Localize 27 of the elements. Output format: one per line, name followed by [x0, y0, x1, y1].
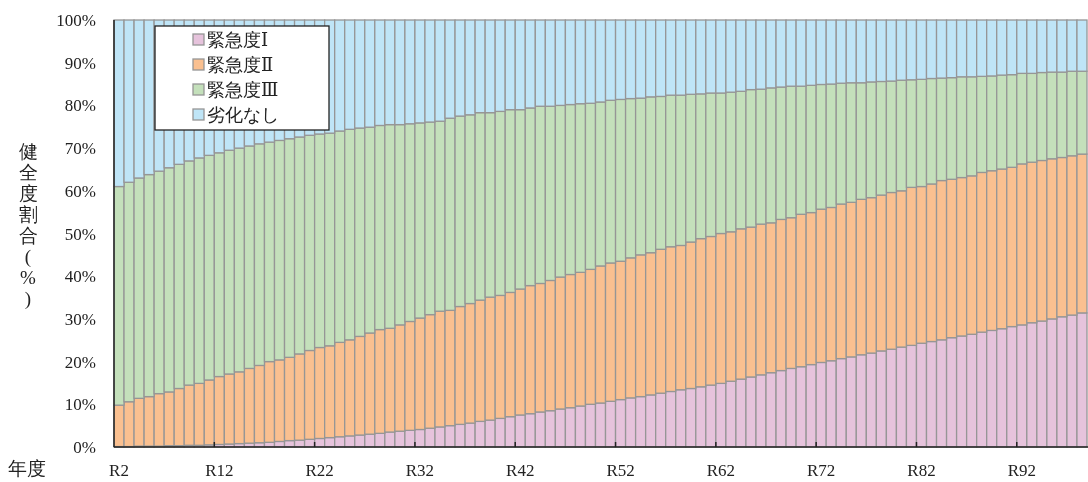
legend-label: 緊急度Ⅱ [207, 55, 274, 75]
y-tick-label: 50% [64, 224, 96, 244]
y-axis-title: 健全度割合(%) [18, 141, 38, 310]
x-tick-label: R42 [506, 461, 535, 480]
legend-label: 緊急度Ⅲ [207, 80, 279, 100]
x-tick-label: R2 [109, 461, 129, 480]
x-tick-label: R72 [807, 461, 836, 480]
y-tick-label: 0% [73, 438, 96, 457]
x-tick-label: R62 [706, 461, 736, 480]
y-tick-label: 80% [64, 96, 96, 116]
x-tick-label: R22 [305, 461, 334, 480]
y-tick-label: 20% [64, 352, 96, 372]
y-tick-label: 40% [64, 267, 96, 287]
legend-label: 劣化なし [207, 105, 279, 125]
x-tick-label: R12 [205, 461, 234, 480]
x-tick-label: R32 [405, 461, 435, 480]
y-tick-label: 60% [64, 181, 96, 201]
y-tick-label: 90% [64, 53, 96, 73]
x-tick-label: R82 [907, 461, 936, 480]
x-tick-label: R92 [1007, 461, 1036, 480]
x-axis-title: 年度 [8, 458, 46, 479]
y-tick-label: 70% [64, 139, 96, 159]
y-tick-label: 10% [64, 395, 96, 415]
legend-label: 緊急度Ⅰ [207, 30, 269, 50]
y-tick-label: 30% [64, 309, 96, 329]
x-tick-label: R52 [606, 461, 635, 480]
y-tick-label: 100% [56, 11, 96, 30]
